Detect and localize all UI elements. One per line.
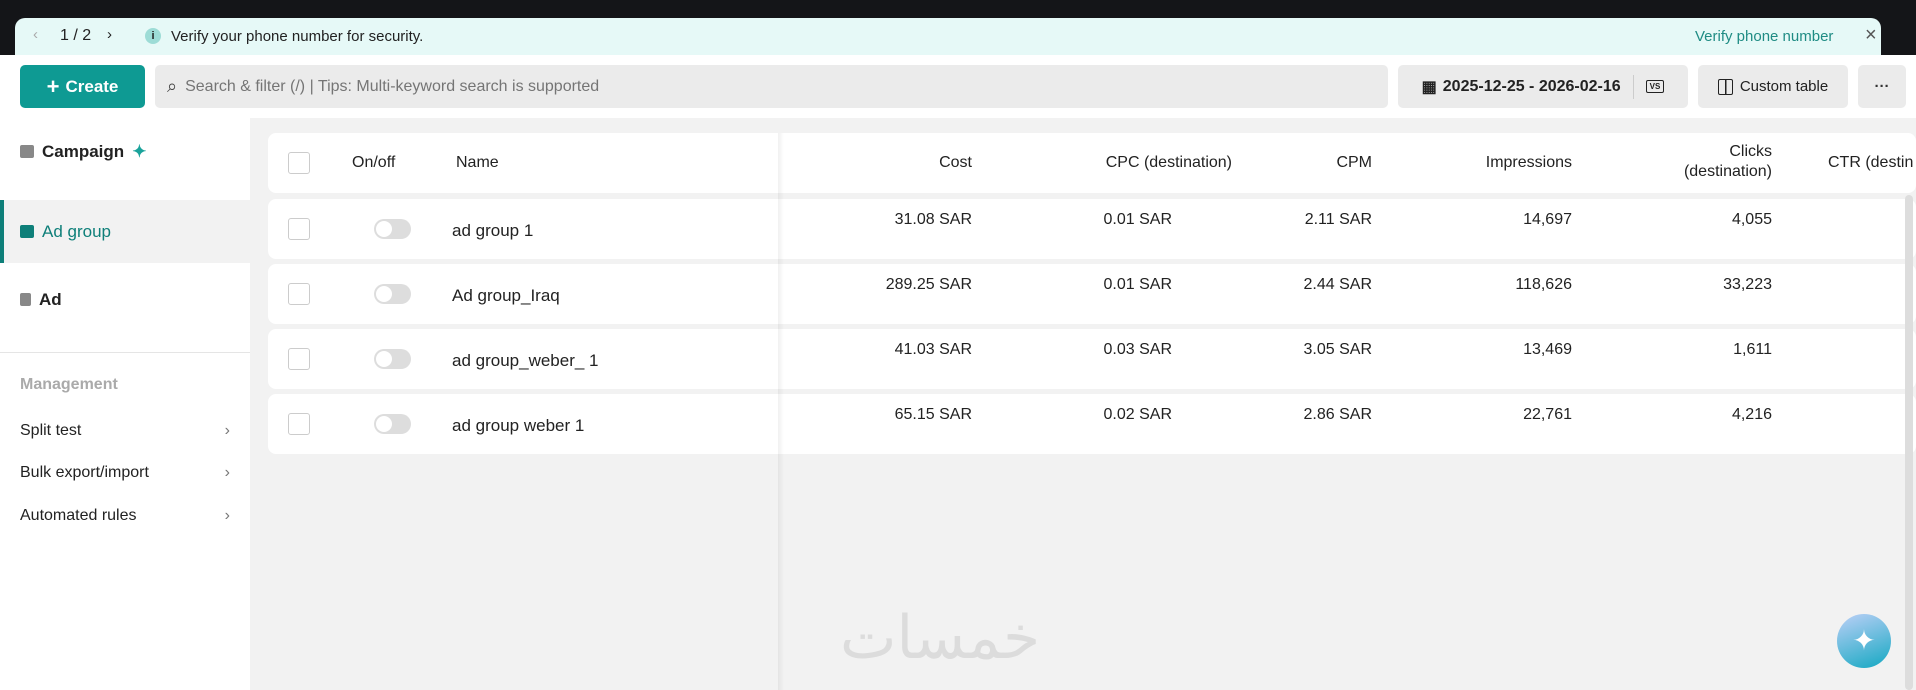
cell-name[interactable]: Ad group_Iraq — [452, 286, 560, 305]
chevron-right-icon: › — [224, 507, 230, 524]
automated-rules-label: Automated rules — [20, 507, 137, 524]
on-off-toggle[interactable] — [374, 414, 411, 434]
cell-impressions: 13,469 — [1523, 341, 1572, 358]
cell-cpm: 2.44 SAR — [1303, 276, 1372, 293]
select-all-checkbox[interactable] — [288, 152, 310, 174]
bulk-label: Bulk export/import — [20, 464, 149, 481]
header-name[interactable]: Name — [456, 154, 499, 171]
row-checkbox[interactable] — [288, 218, 310, 240]
toolbar: +Create ⌕ ▦ 2025-12-25 - 2026-02-16 VS C… — [0, 55, 1916, 118]
page: +Create ⌕ ▦ 2025-12-25 - 2026-02-16 VS C… — [0, 55, 1916, 690]
management-heading: Management — [20, 376, 118, 393]
cell-cpc: 0.01 SAR — [1103, 276, 1172, 293]
header-cpm[interactable]: CPM — [1336, 154, 1372, 171]
cell-cost: 289.25 SAR — [885, 276, 972, 293]
header-clicks[interactable]: Clicks — [1729, 143, 1772, 160]
chevron-left-icon[interactable]: ‹ — [33, 26, 38, 43]
cell-name[interactable]: ad group_weber_ 1 — [452, 351, 599, 370]
folder-icon — [20, 145, 34, 158]
search-box[interactable]: ⌕ — [155, 65, 1388, 108]
on-off-toggle[interactable] — [374, 349, 411, 369]
phone-verify-banner: ‹ 1 / 2 › i Verify your phone number for… — [15, 18, 1881, 55]
on-off-toggle[interactable] — [374, 219, 411, 239]
ad-icon — [20, 293, 31, 306]
sidebar-item-bulk-export-import[interactable]: Bulk export/import › — [20, 464, 230, 482]
cell-clicks: 4,216 — [1731, 406, 1772, 423]
ad-group-label: Ad group — [42, 221, 111, 241]
table-row[interactable]: ad group_weber_ 1 41.03 SAR 0.03 SAR 3.05 … — [268, 329, 1916, 389]
info-icon: i — [145, 28, 161, 44]
compare-vs-icon[interactable]: VS — [1645, 80, 1665, 93]
search-icon: ⌕ — [167, 76, 178, 96]
assistant-sparkle-button[interactable]: ✦ — [1837, 614, 1891, 668]
frozen-column-shadow — [778, 133, 784, 690]
more-button[interactable]: ··· — [1858, 65, 1906, 108]
sidebar-item-ad-group[interactable]: Ad group — [0, 200, 250, 263]
header-onoff: On/off — [352, 154, 396, 171]
campaign-label: Campaign — [42, 141, 125, 161]
verify-phone-link[interactable]: Verify phone number — [1695, 28, 1834, 45]
cell-cpc: 0.01 SAR — [1103, 211, 1172, 228]
sidebar: Campaign ✦ Ad group Ad Management Split t… — [0, 118, 250, 690]
banner-message: Verify your phone number for security. — [171, 28, 424, 45]
sidebar-item-ad[interactable]: Ad — [0, 268, 250, 331]
cell-cost: 65.15 SAR — [894, 406, 972, 423]
banner-pager: 1 / 2 — [60, 27, 92, 44]
header-cost[interactable]: Cost — [939, 154, 972, 171]
split-test-label: Split test — [20, 422, 82, 439]
cell-cpc: 0.02 SAR — [1103, 406, 1172, 423]
cell-impressions: 118,626 — [1515, 276, 1572, 293]
row-checkbox[interactable] — [288, 413, 310, 435]
divider — [1632, 74, 1634, 99]
vertical-scrollbar[interactable] — [1905, 195, 1913, 690]
cell-impressions: 22,761 — [1523, 406, 1572, 423]
header-cpc[interactable]: CPC (destination) — [1105, 154, 1232, 171]
custom-table-label: Custom table — [1739, 78, 1829, 95]
date-range: 2025-12-25 - 2026-02-16 — [1442, 77, 1621, 95]
sidebar-item-split-test[interactable]: Split test › — [20, 422, 230, 440]
chevron-right-icon: › — [224, 464, 230, 481]
watermark-logo: خمسات — [840, 603, 1041, 673]
cell-name[interactable]: ad group weber 1 — [452, 416, 585, 435]
on-off-toggle[interactable] — [374, 284, 411, 304]
table-row[interactable]: ad group weber 1 65.15 SAR 0.02 SAR 2.86 S… — [268, 394, 1916, 454]
sidebar-item-automated-rules[interactable]: Automated rules › — [20, 507, 230, 525]
close-icon[interactable]: × — [1865, 24, 1877, 46]
cell-clicks: 33,223 — [1723, 276, 1772, 293]
ad-group-icon — [20, 225, 34, 238]
custom-table-button[interactable]: Custom table — [1698, 65, 1848, 108]
divider — [0, 352, 250, 353]
date-range-picker[interactable]: ▦ 2025-12-25 - 2026-02-16 VS — [1398, 65, 1688, 108]
cell-clicks: 4,055 — [1731, 211, 1772, 228]
sidebar-item-campaign[interactable]: Campaign ✦ — [0, 120, 250, 183]
cell-name[interactable]: ad group 1 — [452, 221, 534, 240]
chevron-right-icon: › — [224, 422, 230, 439]
chevron-right-icon[interactable]: › — [107, 26, 112, 43]
header-impressions[interactable]: Impressions — [1485, 154, 1572, 171]
cell-cpm: 2.86 SAR — [1303, 406, 1372, 423]
create-label: Create — [65, 76, 119, 96]
cell-cpm: 2.11 SAR — [1304, 211, 1372, 228]
cell-impressions: 14,697 — [1523, 211, 1572, 228]
plus-icon: + — [46, 73, 60, 99]
cell-cpc: 0.03 SAR — [1103, 341, 1172, 358]
ad-label: Ad — [39, 289, 62, 309]
table-row[interactable]: ad group 1 31.08 SAR 0.01 SAR 2.11 SAR 14,6… — [268, 199, 1916, 259]
cell-cpm: 3.05 SAR — [1303, 341, 1372, 358]
header-ctr[interactable]: CTR (destin — [1828, 154, 1914, 171]
calendar-icon: ▦ — [1421, 78, 1437, 96]
columns-icon — [1717, 78, 1733, 95]
row-checkbox[interactable] — [288, 348, 310, 370]
search-input[interactable] — [185, 77, 1286, 96]
cell-cost: 41.03 SAR — [894, 341, 972, 358]
cell-cost: 31.08 SAR — [894, 211, 972, 228]
create-button[interactable]: + Create — [20, 65, 145, 108]
row-checkbox[interactable] — [288, 283, 310, 305]
header-clicks-sub: (destination) — [1683, 163, 1772, 180]
table-row[interactable]: Ad group_Iraq 289.25 SAR 0.01 SAR 2.44 SAR… — [268, 264, 1916, 324]
sparkle-icon: ✦ — [132, 141, 147, 161]
cell-clicks: 1,611 — [1733, 341, 1772, 358]
table-header: On/off Name Cost CPC (destination) CPM I… — [268, 133, 1916, 193]
